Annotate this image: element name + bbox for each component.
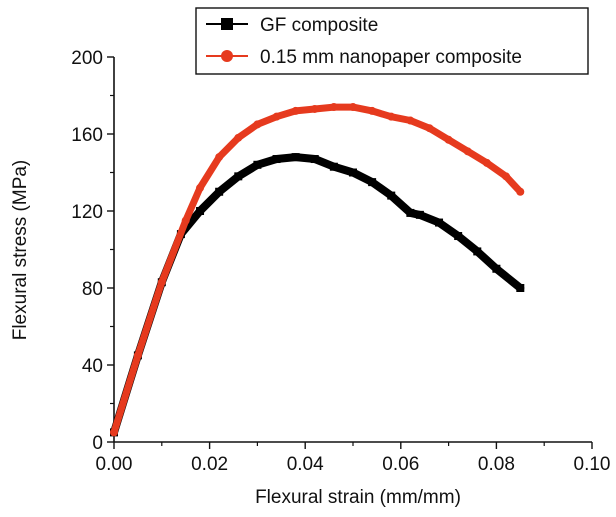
data-point [415, 210, 424, 219]
legend: GF composite 0.15 mm nanopaper composite [195, 7, 589, 75]
data-point [329, 162, 338, 171]
data-point [310, 104, 319, 113]
data-point [234, 172, 243, 181]
data-point [329, 103, 338, 112]
x-tick-label: 0.00 [96, 454, 133, 475]
y-tick-label: 160 [71, 125, 103, 146]
data-point [425, 124, 434, 133]
data-point [349, 103, 357, 112]
data-point [234, 133, 243, 142]
data-point [368, 106, 377, 115]
y-tick-label: 0 [92, 433, 103, 454]
data-point [516, 187, 525, 196]
data-point [387, 112, 396, 121]
data-point [157, 278, 166, 287]
data-point [253, 160, 262, 169]
data-point [406, 116, 415, 125]
x-tick-label: 0.10 [574, 454, 611, 475]
data-point [349, 168, 357, 177]
data-point [215, 187, 224, 196]
x-tick-label: 0.04 [287, 454, 324, 475]
data-point [253, 120, 262, 129]
data-point [110, 428, 118, 437]
data-point [196, 207, 205, 215]
legend-label-1: 0.15 mm nanopaper composite [260, 47, 522, 68]
data-point [435, 218, 444, 227]
series-line-0 [110, 153, 525, 437]
legend-marker-0 [221, 18, 233, 30]
y-tick-label: 200 [71, 48, 103, 69]
plot-frame [113, 57, 592, 443]
y-tick-label: 120 [71, 202, 103, 223]
y-tick-label: 80 [82, 279, 103, 300]
data-point [196, 183, 205, 192]
x-tick-label: 0.02 [191, 454, 228, 475]
legend-items: GF composite 0.15 mm nanopaper composite [206, 15, 522, 68]
data-point [181, 216, 190, 225]
data-point [133, 351, 142, 360]
x-tick-label: 0.08 [478, 454, 515, 475]
data-point [291, 153, 300, 162]
legend-box [195, 7, 589, 75]
data-point [272, 112, 281, 121]
y-axis-label: Flexural stress (MPa) [10, 160, 31, 341]
data-point [463, 147, 472, 156]
legend-label-0: GF composite [260, 15, 378, 36]
data-point [272, 155, 281, 164]
data-point [215, 153, 224, 162]
data-point [473, 247, 482, 256]
x-tick-label: 0.06 [382, 454, 419, 475]
data-point [444, 135, 453, 144]
data-point [406, 208, 415, 217]
data-point [387, 191, 396, 200]
x-axis-label: Flexural strain (mm/mm) [255, 487, 461, 508]
data-point [492, 264, 501, 273]
data-point [501, 172, 510, 181]
data-point [291, 106, 300, 115]
tick-layer: 0.00 0.02 0.04 0.06 0.08 0.10 0 40 80 120 160 200 [71, 48, 610, 475]
series-layer [110, 103, 525, 437]
y-tick-label: 40 [82, 356, 103, 377]
legend-marker-1 [221, 50, 233, 62]
data-point [454, 232, 463, 241]
data-point [368, 178, 377, 187]
data-point [482, 158, 491, 167]
data-point [516, 284, 525, 292]
series-line-1 [110, 103, 524, 436]
data-point [310, 155, 319, 164]
